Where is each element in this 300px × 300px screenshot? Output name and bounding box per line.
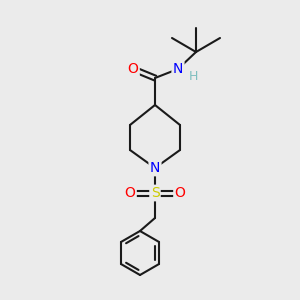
Text: O: O	[128, 62, 138, 76]
Text: S: S	[151, 186, 159, 200]
Text: N: N	[150, 161, 160, 175]
Text: N: N	[173, 62, 183, 76]
Text: O: O	[124, 186, 135, 200]
Text: O: O	[175, 186, 185, 200]
Text: H: H	[188, 70, 198, 83]
